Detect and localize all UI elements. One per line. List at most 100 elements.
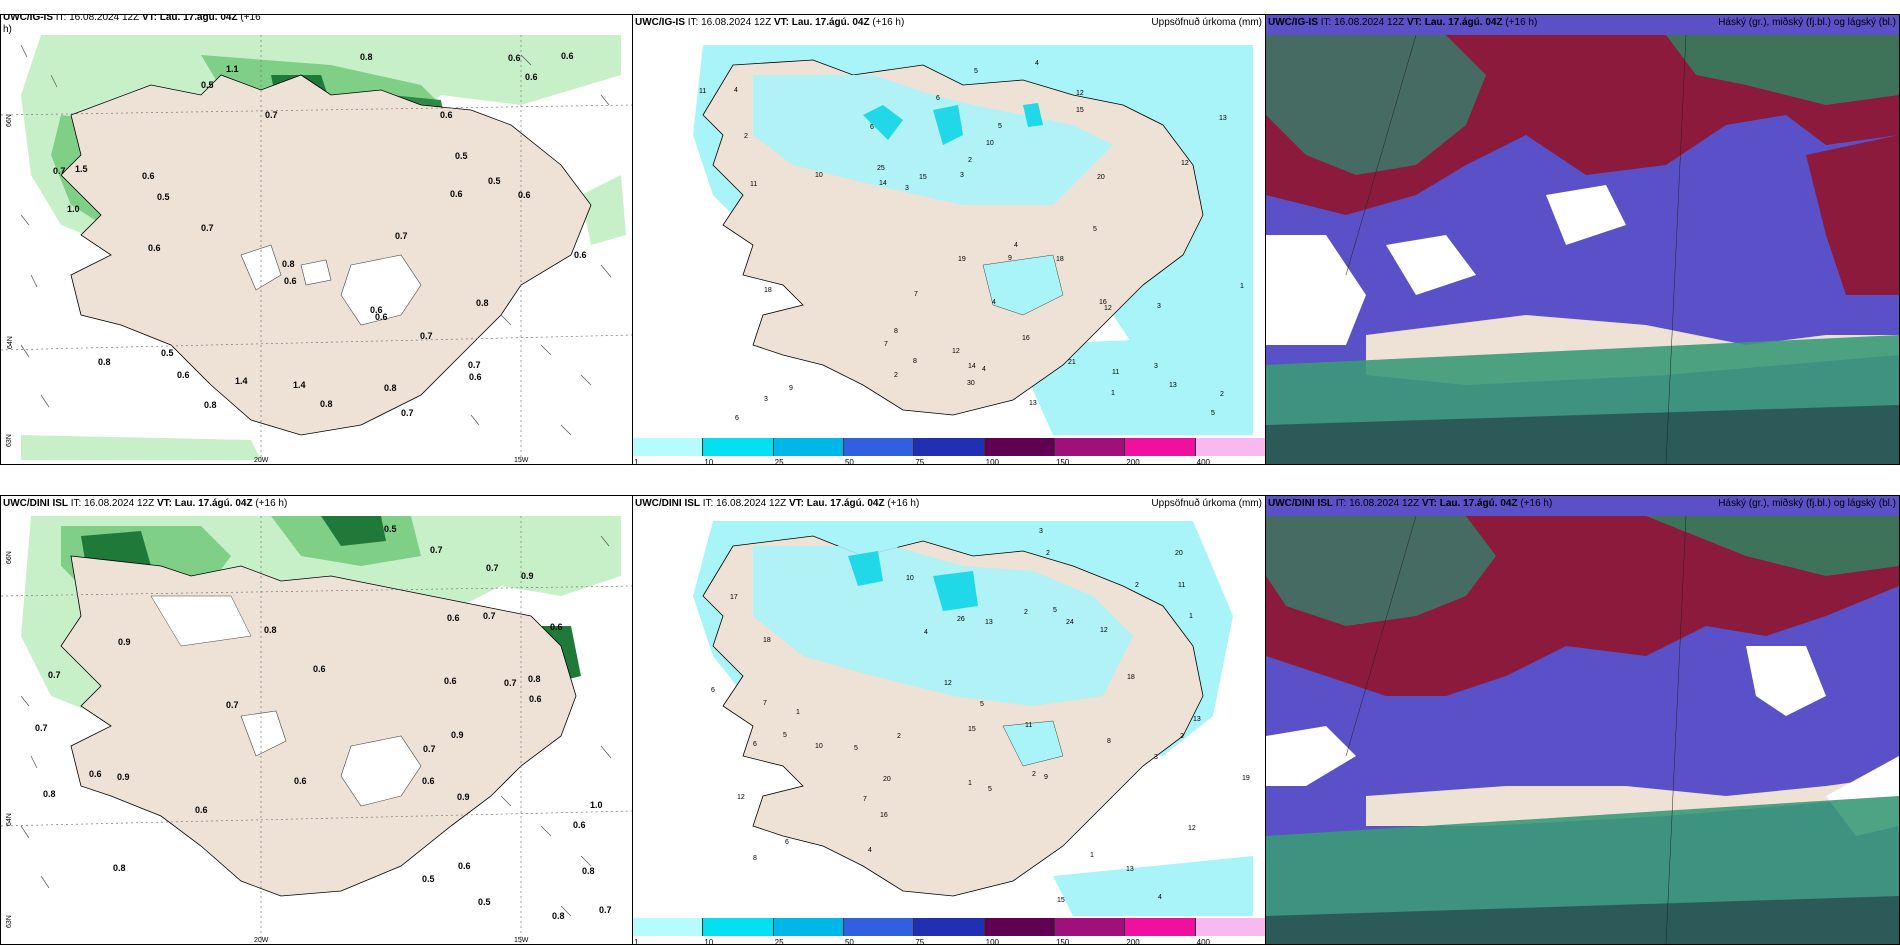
map-value-label: 19 [958,256,966,263]
map-value-label: 0.7 [48,670,61,680]
map-panel-bottom-left: UWC/DINI ISL IT: 16.08.2024 12Z VT: Lau.… [0,495,633,945]
map-value-label: 0.6 [370,305,383,315]
map-value-label: 12 [737,794,745,801]
map-value-label: 20 [1097,174,1105,181]
map-value-label: 1.4 [293,380,306,390]
map-value-label: 5 [854,745,858,752]
map-panel-top-left: UWC/IG-IS IT: 16.08.2024 12Z VT: Lau. 17… [0,14,633,465]
map-value-label: 12 [1100,627,1108,634]
map-value-label: 0.7 [226,700,239,710]
map-value-label: 15 [1076,107,1084,114]
colorbar-segment: 75 [914,438,985,464]
map-value-label: 3 [960,172,964,179]
lat-label-63: 63N [6,915,13,928]
map-value-label: 2 [968,157,972,164]
map-value-label: 13 [1193,716,1201,723]
map-value-label: 0.6 [573,820,586,830]
map-value-label: 3 [1154,754,1158,761]
lat-label-66: 66N [6,114,13,127]
map-value-label: 13 [1219,115,1227,122]
map-value-label: 4 [868,847,872,854]
map-value-label: 4 [1014,242,1018,249]
map-value-label: 3 [905,185,909,192]
map-value-label: 0.7 [423,744,436,754]
map-value-label: 0.9 [117,772,130,782]
map-value-label: 0.8 [282,259,295,269]
map-value-label: 1 [1111,390,1115,397]
map-value-label: 3 [764,396,768,403]
map-value-label: 0.8 [264,625,277,635]
map-value-label: 0.6 [458,861,471,871]
map-value-label: 18 [1056,256,1064,263]
colorbar-segment: 150 [1054,438,1126,464]
map-value-label: 0.6 [469,372,482,382]
colorbar-segment: 100 [984,918,1055,944]
colorbar-segment: 25 [773,918,844,944]
map-value-label: 12 [1181,160,1189,167]
map-value-label: 16 [880,812,888,819]
precip-colorbar: 1 10 25 50 75 100 150 200 400 [633,438,1265,464]
map-value-label: 0.6 [550,622,563,632]
colorbar-segment: 10 [703,438,774,464]
map-value-label: 7 [763,700,767,707]
map-value-label: 0.7 [201,223,214,233]
map-value-label: 0.7 [53,166,66,176]
map-value-label: 1.0 [590,800,603,810]
map-value-label: 25 [877,165,885,172]
map-value-label: 18 [763,637,771,644]
map-value-label: 5 [1053,607,1057,614]
map-value-label: 14 [968,363,976,370]
map-value-label: 9 [1044,774,1048,781]
map-value-label: 4 [924,629,928,636]
colorbar-segment: 10 [703,918,774,944]
map-value-label: 2 [1180,733,1184,740]
map-value-label: 1 [1189,613,1193,620]
map-value-label: 0.6 [375,312,388,322]
map-value-label: 1.5 [75,164,88,174]
map-value-label: 9 [1008,255,1012,262]
colorbar-segment: 400 [1195,918,1265,944]
map-value-label: 26 [957,616,965,623]
map-value-label: 3 [1039,528,1043,535]
map-value-label: 2 [897,733,901,740]
map-value-label: 0.6 [284,276,297,286]
map-value-label: 2 [1024,609,1028,616]
map-value-label: 6 [870,124,874,131]
map-value-label: 0.6 [450,189,463,199]
map-value-label: 7 [914,291,918,298]
panel-legend-label: Uppsöfnuð úrkoma (mm) [1151,17,1262,28]
map-value-label: 0.7 [395,231,408,241]
lat-label-64: 64N [7,336,14,349]
lon-label-15: 15W [514,457,529,464]
panel-title: UWC/DINI ISL IT: 16.08.2024 12Z VT: Lau.… [1268,498,1553,509]
map-value-label: 16 [1099,299,1107,306]
panel-legend-label: Uppsöfnuð úrkoma (mm) [1151,498,1262,509]
map-value-label: 0.6 [142,171,155,181]
colorbar-segment: 100 [984,438,1055,464]
cloud-layers-map [1266,496,1899,944]
panel-title: UWC/DINI ISL IT: 16.08.2024 12Z VT: Lau.… [3,498,288,509]
map-value-label: 0.7 [486,563,499,573]
map-value-label: 11 [750,181,757,188]
colorbar-tick-label: 25 [774,938,784,945]
map-value-label: 12 [952,348,960,355]
map-value-label: 4 [1158,894,1162,901]
map-value-label: 13 [985,619,993,626]
map-value-label: 0.5 [157,192,170,202]
panel-legend-label: Háský (gr.), miðský (fj.bl.) og lágský (… [1718,498,1896,509]
map-value-label: 0.8 [320,399,333,409]
map-value-label: 0.8 [552,911,565,921]
lat-label-64: 64N [6,813,13,826]
map-value-label: 5 [980,701,984,708]
map-value-label: 0.9 [451,730,464,740]
map-value-label: 5 [988,786,992,793]
map-value-label: 0.8 [360,52,373,62]
map-value-label: 0.7 [483,611,496,621]
map-value-label: 0.6 [177,370,190,380]
map-value-label: 10 [815,172,823,179]
colorbar-tick-label: 400 [1196,938,1210,945]
map-value-label: 18 [1127,674,1135,681]
colorbar-tick-label: 25 [774,458,784,465]
wind-cloud-map: 66N 64N 63N 20W 15W 0.7 0.5 0.5 0.6 0.5 0.8 0.… [1,15,632,464]
colorbar-segment: 1 [633,438,704,464]
